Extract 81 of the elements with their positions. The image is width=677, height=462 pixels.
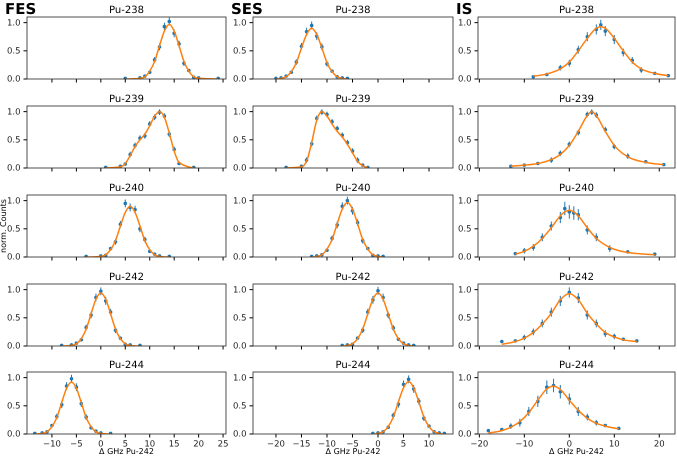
y-tick-label: 0.5 xyxy=(232,46,246,57)
x-tick-label: 10 xyxy=(608,440,620,450)
y-tick-label: 0.0 xyxy=(458,164,472,174)
chart-title: Pu-244 xyxy=(559,360,594,371)
y-tick-label: 0.0 xyxy=(6,430,20,440)
y-tick-label: 1.0 xyxy=(6,196,20,206)
y-tick-label: 0.0 xyxy=(232,430,246,440)
y-tick-label: 0.0 xyxy=(6,164,20,174)
x-tick-label: 20 xyxy=(193,440,204,450)
y-tick-label: 0.5 xyxy=(6,46,20,57)
chart-title: Pu-239 xyxy=(109,94,144,105)
y-tick-label: 0.5 xyxy=(232,224,246,235)
y-tick-label: 1.0 xyxy=(232,373,246,384)
y-tick-label: 1.0 xyxy=(458,18,472,28)
chart-title: Pu-240 xyxy=(109,183,144,194)
y-tick-label: 1.0 xyxy=(6,18,20,28)
y-tick-label: 1.0 xyxy=(458,285,472,296)
y-tick-label: 0.0 xyxy=(458,252,472,263)
y-tick-label: 0.0 xyxy=(232,164,246,174)
chart-title: Pu-240 xyxy=(559,183,594,194)
x-tick-label: 15 xyxy=(168,440,180,450)
x-tick-label: 20 xyxy=(654,440,665,450)
y-tick-label: 0.5 xyxy=(232,402,246,412)
y-tick-label: 0.5 xyxy=(6,314,20,324)
x-tick-label: 10 xyxy=(424,440,434,450)
y-tick-label: 0.5 xyxy=(458,314,472,324)
y-tick-label: 0.5 xyxy=(6,136,20,146)
y-tick-label: 0.5 xyxy=(458,224,472,235)
x-axis-title: Δ GHz Pu-242 xyxy=(549,447,604,456)
y-tick-label: 1.0 xyxy=(232,285,246,296)
y-tick-label: 1.0 xyxy=(458,373,472,384)
y-tick-label: 0.0 xyxy=(6,252,20,263)
y-tick-label: 0.0 xyxy=(232,342,246,352)
x-tick-label: 25 xyxy=(218,440,228,450)
chart-title: Pu-238 xyxy=(336,5,370,16)
annotation: FES xyxy=(5,0,36,18)
x-axis-title: Δ GHz Pu-242 xyxy=(326,447,380,456)
x-tick-label: −5 xyxy=(70,440,83,450)
text: IS xyxy=(456,0,472,18)
y-tick-label: 1.0 xyxy=(458,196,472,206)
chart-title: Pu-242 xyxy=(559,272,594,283)
chart-title: Pu-239 xyxy=(559,94,594,105)
y-tick-label: 0.5 xyxy=(458,402,472,412)
chart-title: Pu-244 xyxy=(336,360,370,371)
y-tick-label: 0.5 xyxy=(458,46,472,57)
annotation: SES xyxy=(231,0,263,18)
y-tick-label: 0.5 xyxy=(232,314,246,324)
y-tick-label: 1.0 xyxy=(232,18,246,28)
y-tick-label: 0.0 xyxy=(6,74,20,85)
x-tick-label: −15 xyxy=(292,440,310,450)
x-tick-label: −20 xyxy=(470,440,488,450)
y-tick-label: 0.5 xyxy=(232,136,246,146)
chart-title: Pu-240 xyxy=(336,183,370,194)
y-tick-label: 0.5 xyxy=(6,224,20,235)
y-tick-label: 0.5 xyxy=(6,402,20,412)
x-tick-label: 5 xyxy=(400,440,406,450)
chart-title: Pu-238 xyxy=(559,5,594,16)
x-tick-label: −10 xyxy=(515,440,534,450)
chart-title: Pu-242 xyxy=(109,272,144,283)
y-tick-label: 0.0 xyxy=(232,74,246,85)
y-tick-label: 0.0 xyxy=(232,252,246,263)
y-tick-label: 0.5 xyxy=(458,136,472,146)
y-axis-title: norm. Counts xyxy=(0,199,8,253)
y-tick-label: 0.0 xyxy=(458,430,472,440)
x-axis-title: Δ GHz Pu-242 xyxy=(99,447,154,456)
y-tick-label: 1.0 xyxy=(458,107,472,118)
y-tick-label: 0.0 xyxy=(6,342,20,352)
chart-title: Pu-239 xyxy=(336,94,370,105)
y-tick-label: 0.0 xyxy=(458,74,472,85)
y-tick-label: 1.0 xyxy=(6,285,20,296)
x-tick-label: −10 xyxy=(42,440,61,450)
chart-title: Pu-238 xyxy=(109,5,144,16)
x-tick-label: 5 xyxy=(122,440,128,450)
y-tick-label: 1.0 xyxy=(6,373,20,384)
chart-title: Pu-244 xyxy=(109,360,144,371)
y-tick-label: 0.0 xyxy=(458,342,472,352)
y-tick-label: 1.0 xyxy=(232,196,246,206)
chart-title: Pu-242 xyxy=(336,272,370,283)
y-tick-label: 1.0 xyxy=(232,107,246,118)
x-tick-label: −20 xyxy=(266,440,285,450)
y-tick-label: 1.0 xyxy=(6,107,20,118)
